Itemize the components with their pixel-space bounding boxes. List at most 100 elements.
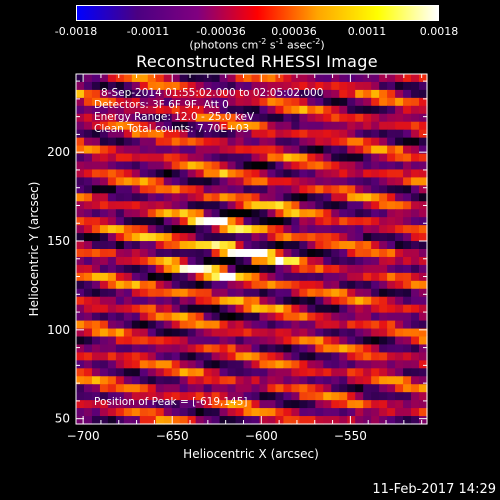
heatmap-cell — [259, 368, 269, 377]
heatmap-cell — [283, 328, 292, 338]
heatmap-cell — [83, 121, 93, 131]
heatmap-cell — [123, 74, 133, 83]
heatmap-cell — [403, 113, 412, 123]
heatmap-cell — [283, 296, 292, 306]
heatmap-cell — [403, 368, 412, 377]
heatmap-cell — [283, 249, 292, 258]
heatmap-cell — [107, 74, 117, 83]
heatmap-cell — [163, 145, 173, 155]
heatmap-cell — [219, 185, 229, 194]
heatmap-cell — [211, 272, 221, 282]
heatmap-cell — [227, 304, 237, 314]
heatmap-cell — [171, 360, 181, 369]
heatmap-cell — [339, 312, 348, 322]
heatmap-cell — [195, 304, 205, 314]
heatmap-cell — [259, 360, 269, 369]
heatmap-cell — [227, 288, 237, 298]
heatmap-cell — [147, 89, 157, 99]
heatmap-cell — [323, 177, 332, 186]
heatmap-cell — [203, 256, 213, 266]
heatmap-cell — [91, 169, 101, 178]
heatmap-cell — [243, 280, 253, 290]
heatmap-cell — [259, 201, 269, 210]
heatmap-cell — [107, 328, 117, 338]
heatmap-cell — [283, 392, 292, 401]
heatmap-cell — [147, 288, 157, 298]
heatmap-cell — [387, 145, 396, 155]
heatmap-cell — [195, 105, 205, 115]
heatmap-cell — [291, 280, 300, 290]
heatmap-cell — [115, 185, 125, 194]
heatmap-cell — [259, 209, 269, 218]
heatmap-cell — [411, 360, 420, 369]
heatmap-cell — [219, 400, 229, 409]
heatmap-cell — [339, 249, 348, 258]
heatmap-cell — [243, 89, 253, 99]
heatmap-cell — [163, 81, 173, 91]
heatmap-cell — [211, 336, 221, 346]
heatmap-cell — [179, 296, 189, 306]
heatmap-cell — [123, 272, 133, 282]
heatmap-cell — [323, 336, 332, 346]
heatmap-cell — [315, 161, 324, 171]
heatmap-cell — [315, 81, 324, 91]
heatmap-cell — [107, 352, 117, 361]
heatmap-cell — [76, 169, 85, 178]
heatmap-cell — [371, 272, 380, 282]
heatmap-cell — [371, 328, 380, 338]
heatmap-cell — [419, 105, 428, 115]
heatmap-cell — [83, 416, 93, 425]
heatmap-cell — [91, 113, 101, 123]
heatmap-cell — [219, 201, 229, 210]
heatmap-cell — [147, 145, 157, 155]
heatmap-cell — [91, 249, 101, 258]
heatmap-cell — [307, 169, 316, 178]
heatmap-cell — [251, 296, 261, 306]
heatmap-cell — [355, 408, 364, 417]
heatmap-cell — [195, 272, 205, 282]
heatmap-cell — [211, 288, 221, 298]
heatmap-cell — [147, 320, 157, 330]
heatmap-cell — [187, 376, 197, 385]
heatmap-cell — [323, 264, 332, 274]
heatmap-cell — [411, 272, 420, 282]
heatmap-cell — [243, 145, 253, 155]
heatmap-cell — [76, 304, 85, 314]
heatmap-cell — [323, 153, 332, 163]
heatmap-cell — [347, 400, 356, 409]
heatmap-cell — [227, 201, 237, 210]
heatmap-cell — [131, 81, 141, 91]
colorbar-tick: 0.0018 — [419, 25, 459, 38]
heatmap-cell — [259, 97, 269, 107]
heatmap-cell — [91, 97, 101, 107]
heatmap-cell — [147, 137, 157, 147]
heatmap-cell — [411, 408, 420, 417]
heatmap-cell — [187, 256, 197, 266]
heatmap-cell — [76, 344, 85, 353]
heatmap-cell — [291, 225, 300, 234]
heatmap-cell — [363, 145, 372, 155]
heatmap-cell — [171, 145, 181, 155]
heatmap-cell — [371, 241, 380, 250]
heatmap-cell — [107, 161, 117, 171]
heatmap-cell — [403, 137, 412, 147]
heatmap-cell — [387, 408, 396, 417]
heatmap-cell — [419, 376, 428, 385]
heatmap-cell — [347, 384, 356, 393]
heatmap-cell — [275, 344, 285, 353]
heatmap-cell — [339, 352, 348, 361]
heatmap-cell — [363, 129, 372, 139]
heatmap-cell — [131, 209, 141, 218]
heatmap-cell — [147, 233, 157, 242]
heatmap-cell — [371, 161, 380, 171]
heatmap-cell — [179, 368, 189, 377]
heatmap-cell — [251, 185, 261, 194]
heatmap-cell — [323, 392, 332, 401]
heatmap-cell — [299, 304, 308, 314]
heatmap-cell — [283, 201, 292, 210]
heatmap-cell — [131, 249, 141, 258]
heatmap-cell — [355, 129, 364, 139]
heatmap-cell — [411, 336, 420, 346]
heatmap-cell — [211, 89, 221, 99]
heatmap-cell — [139, 416, 149, 425]
